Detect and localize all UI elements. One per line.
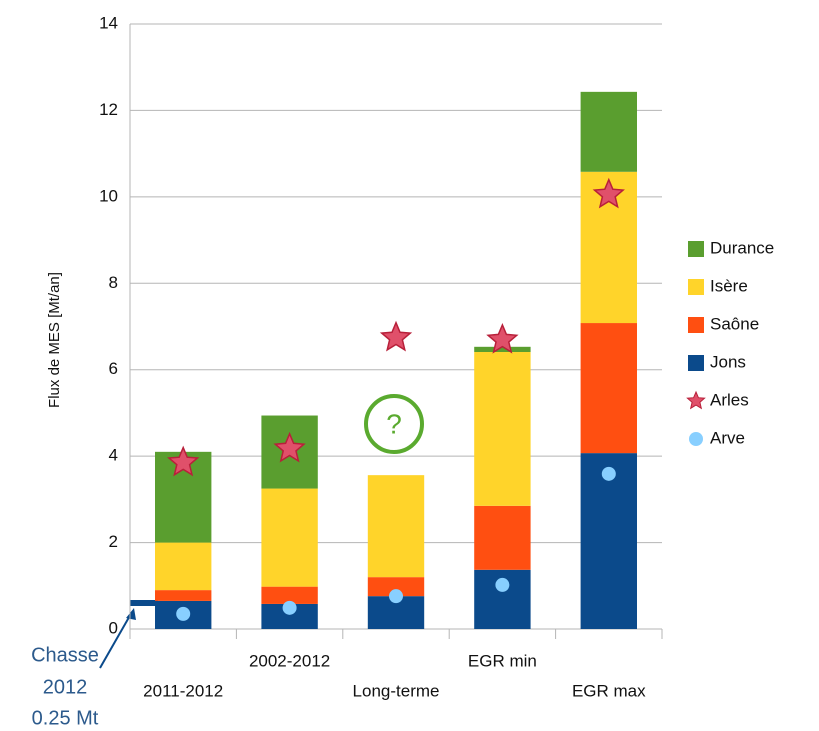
x-tick-label: 2011-2012 [143,681,223,700]
bar-segment [261,488,318,587]
legend-swatch [688,241,704,257]
y-axis-label: Flux de MES [Mt/an] [46,272,63,408]
bar-segment [155,590,212,601]
x-tick-label: 2002-2012 [249,651,330,670]
legend-swatch [688,317,704,333]
x-tick-label: Long-terme [353,681,440,700]
annotation: 2012 [43,676,88,698]
bar-segment [474,505,531,570]
circle-marker [495,577,510,592]
y-tick-label: 4 [109,446,118,465]
annotation: ? [386,408,402,439]
legend-label: Saône [710,314,759,333]
bar-segment [367,577,425,597]
legend-label: Jons [710,352,746,371]
y-tick-label: 10 [99,186,118,205]
bar-segment [580,323,637,454]
chasse-arrowhead [126,608,136,620]
legend-swatch [688,279,704,295]
question-circle [364,394,424,454]
bar-segment [580,453,637,629]
y-tick-label: 12 [99,100,118,119]
legend-label: Isère [710,276,748,295]
y-tick-label: 8 [109,273,118,292]
star-marker [486,322,519,354]
legend-label: Arles [710,390,749,409]
bar-segment [474,346,531,352]
circle-marker [601,466,616,481]
star-marker [379,320,413,352]
x-tick-label: EGR min [468,651,537,670]
legend-label: Durance [710,238,774,257]
annotation: 0.25 Mt [32,707,99,729]
annotation: Chasse [31,644,99,666]
y-tick-label: 2 [109,532,118,551]
x-tick-label: EGR max [572,681,646,700]
chasse-segment [130,600,158,606]
circle-marker [282,600,297,615]
star-marker [167,445,200,477]
circle-marker [389,589,403,604]
y-tick-label: 0 [109,618,118,637]
star-marker [592,177,625,209]
grid [130,23,662,630]
bar-segment [155,542,212,591]
legend-swatch [689,432,703,446]
legend-swatch [686,390,706,410]
star-marker [273,431,306,463]
bar-segment [474,351,531,506]
chasse-arrow [99,611,133,669]
y-tick-label: 6 [109,359,118,378]
bar-segment [580,91,637,172]
circle-marker [176,606,191,621]
bar-segment [367,475,425,578]
legend-label: Arve [710,428,745,447]
legend-swatch [688,355,704,371]
bar-segment [261,586,318,604]
y-tick-label: 14 [99,13,118,32]
